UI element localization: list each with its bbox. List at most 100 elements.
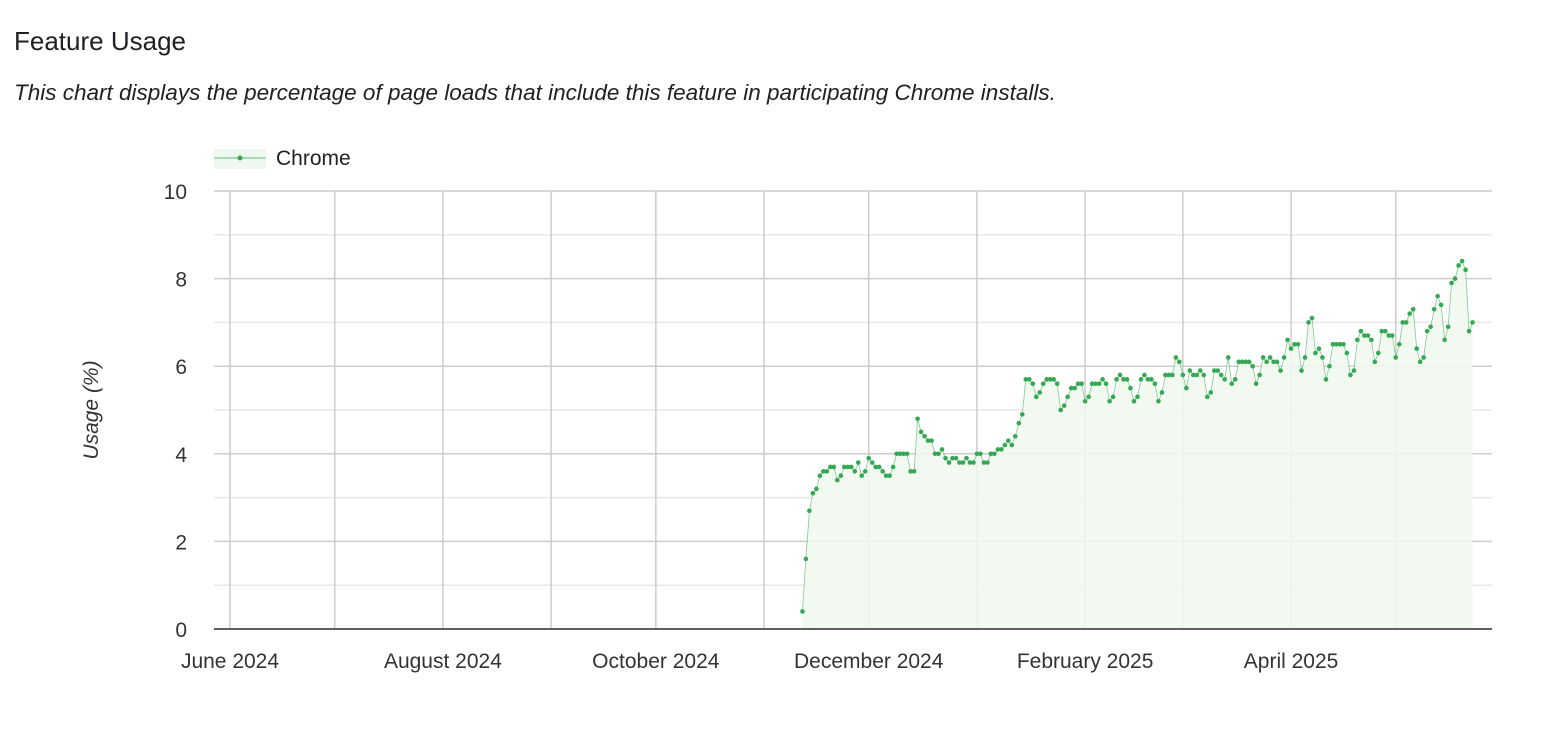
legend-marker (237, 155, 243, 161)
data-point (1449, 280, 1454, 286)
data-point (1013, 433, 1018, 439)
data-point (1016, 420, 1022, 426)
x-tick-label: April 2025 (1244, 650, 1339, 673)
data-point (1417, 359, 1423, 365)
data-point (1208, 390, 1214, 395)
data-point (859, 473, 865, 479)
data-point (1253, 381, 1259, 387)
data-point (936, 451, 941, 457)
series-area-chrome (802, 261, 1473, 629)
legend-label-chrome: Chrome (276, 147, 351, 170)
data-point (1281, 355, 1287, 360)
data-point (1124, 377, 1130, 382)
data-point (1180, 372, 1186, 378)
data-point (873, 464, 879, 470)
y-tick-label: 10 (164, 181, 187, 204)
data-point (1131, 398, 1137, 404)
data-point (1323, 377, 1329, 382)
data-point (967, 460, 973, 465)
data-point (1135, 394, 1140, 400)
data-point (821, 469, 826, 474)
data-point (908, 469, 913, 474)
data-point (1239, 359, 1245, 365)
data-point (1274, 359, 1280, 365)
legend[interactable]: Chrome (214, 147, 351, 170)
data-point (995, 447, 1001, 452)
data-point (1215, 368, 1221, 373)
data-point (1379, 328, 1385, 334)
data-point (814, 486, 819, 492)
data-point (1163, 372, 1168, 378)
data-point (1320, 355, 1325, 360)
data-point (1445, 324, 1451, 330)
data-point (1079, 381, 1084, 387)
data-point (1278, 368, 1283, 373)
data-point (950, 455, 955, 461)
x-axis-ticks: June 2024 August 2024 October 2024 December… (181, 650, 1338, 673)
series-points-chrome (800, 258, 1475, 614)
data-point (1152, 381, 1158, 387)
data-point (824, 469, 830, 474)
data-point (1201, 372, 1207, 378)
data-point (1198, 368, 1203, 373)
data-point (835, 477, 840, 483)
data-point (1026, 377, 1032, 382)
x-tick-label: December 2024 (794, 650, 944, 673)
data-point (1250, 363, 1255, 369)
data-point (946, 460, 952, 465)
data-point (1327, 363, 1332, 369)
data-point (817, 473, 823, 479)
data-point (988, 451, 994, 457)
data-point (1033, 394, 1039, 400)
data-point (1065, 394, 1070, 400)
data-point (876, 464, 882, 470)
data-point (1431, 306, 1437, 312)
data-point (887, 473, 892, 479)
data-point (1442, 337, 1447, 343)
data-point (1058, 407, 1063, 413)
data-point (1306, 320, 1311, 325)
data-point (1149, 377, 1154, 382)
data-point (1040, 381, 1046, 387)
data-point (880, 469, 885, 474)
data-point (1229, 381, 1235, 387)
data-point (1302, 355, 1308, 360)
data-point (807, 508, 812, 514)
data-point (1386, 333, 1392, 338)
data-point (1414, 346, 1420, 351)
data-point (1393, 355, 1399, 360)
data-point (1218, 372, 1224, 378)
data-point (1037, 390, 1043, 395)
data-point (841, 464, 847, 470)
x-tick-label: August 2024 (384, 650, 502, 673)
y-axis-ticks: 0 2 4 6 8 10 (164, 181, 188, 642)
data-point (978, 451, 983, 457)
data-point (1344, 350, 1350, 356)
data-point (1355, 337, 1360, 343)
data-point (953, 455, 959, 461)
data-point (897, 451, 903, 457)
data-point (1072, 385, 1077, 391)
data-point (974, 451, 980, 457)
data-point (939, 447, 945, 452)
data-point (1145, 377, 1151, 382)
data-point (1002, 442, 1008, 448)
data-point (1156, 398, 1161, 404)
data-point (1117, 372, 1123, 378)
data-point (1351, 368, 1357, 373)
data-point (1006, 438, 1011, 443)
data-point (999, 447, 1004, 452)
data-point (828, 464, 833, 470)
data-point (1044, 377, 1050, 382)
data-point (1456, 263, 1461, 268)
data-point (1023, 377, 1029, 382)
data-point (1365, 333, 1371, 338)
data-point (925, 438, 931, 443)
data-point (1459, 258, 1465, 264)
data-point (964, 455, 969, 461)
data-point (1376, 350, 1381, 356)
data-point (1061, 403, 1067, 408)
data-point (866, 455, 872, 461)
data-point (985, 460, 990, 465)
data-point (1358, 328, 1364, 334)
